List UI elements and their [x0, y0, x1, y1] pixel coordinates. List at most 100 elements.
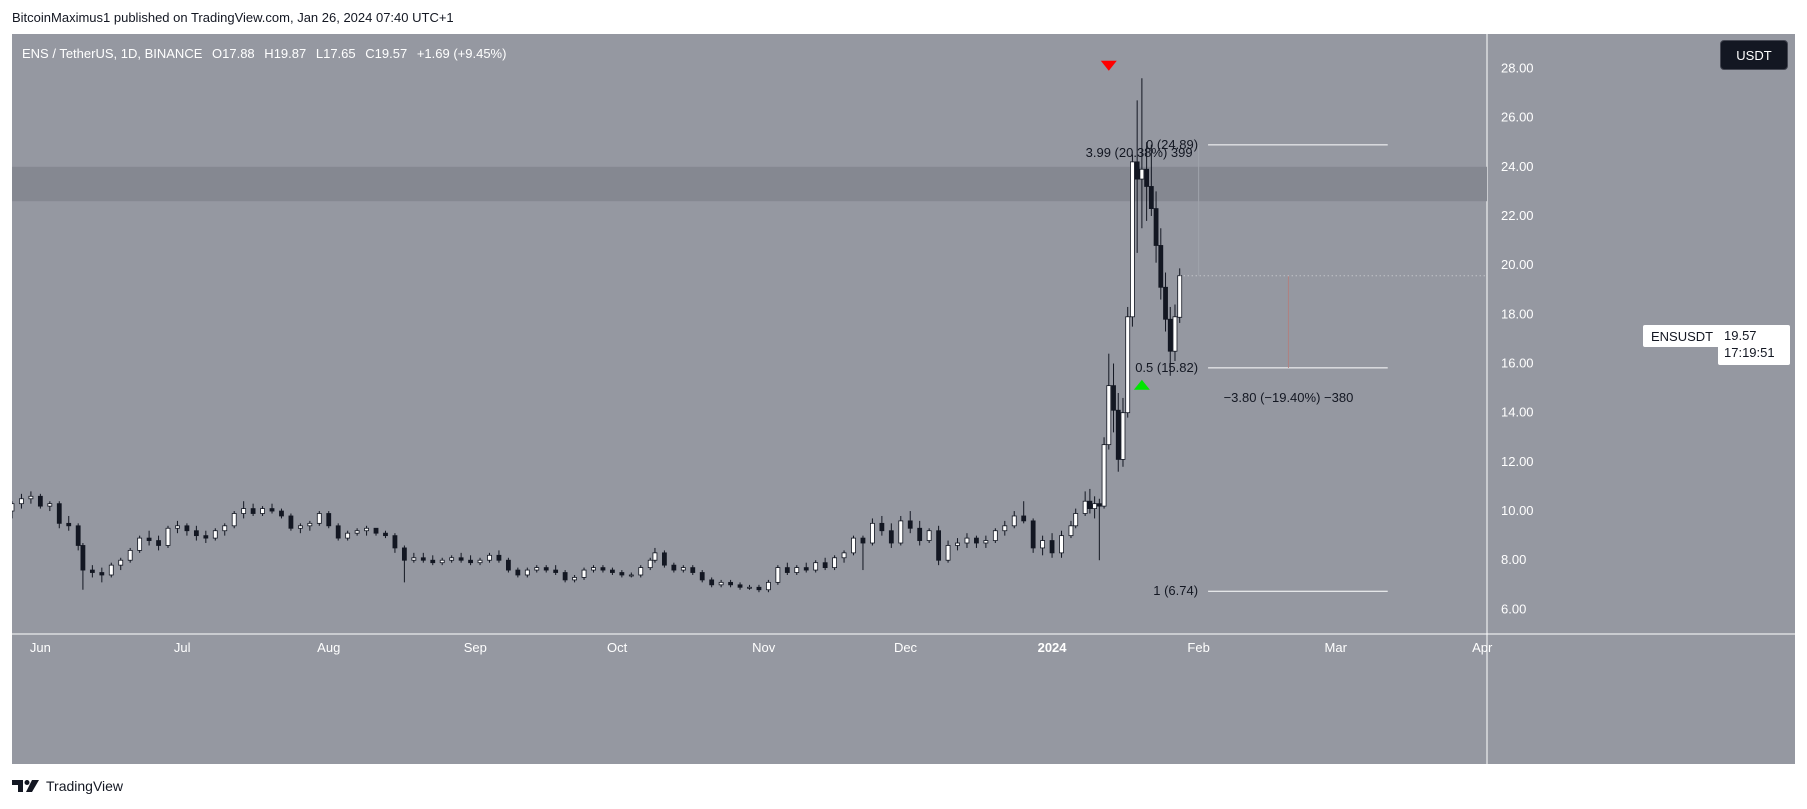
candle-body [288, 515, 294, 529]
candle-body [766, 581, 771, 591]
candle-body [543, 567, 549, 571]
fib-level-label: 0.5 (15.82) [1135, 360, 1198, 375]
candle-body [728, 581, 733, 586]
candle-body [203, 535, 209, 539]
candle-body [936, 530, 942, 561]
candle-body [879, 522, 885, 532]
candle-body [671, 564, 677, 571]
candle-body [19, 498, 24, 505]
candle-body [1130, 161, 1135, 318]
candle-body [326, 513, 332, 527]
candle-body [832, 557, 837, 569]
candle-body [524, 569, 530, 576]
candle-body [591, 567, 596, 571]
candle-body [955, 542, 960, 546]
price-tick-label: 22.00 [1501, 208, 1534, 223]
candle-body [1073, 513, 1079, 527]
candle-body [572, 577, 577, 581]
candle-body [108, 564, 114, 576]
bar-countdown: 17:19:51 [1724, 345, 1775, 360]
time-tick-label: Nov [752, 640, 776, 655]
candle-body [364, 527, 369, 532]
candle-body [1040, 540, 1046, 549]
candle-body [581, 569, 587, 578]
candle-body [1096, 503, 1102, 507]
candle-body [709, 579, 715, 586]
candle-body [1021, 515, 1027, 522]
candle-body [647, 559, 653, 569]
symbol-legend: ENS / TetherUS, 1D, BINANCE O17.88 H19.8… [22, 46, 506, 61]
candle-body [420, 557, 426, 561]
time-tick-label: Feb [1187, 640, 1209, 655]
tradingview-logo[interactable]: TradingView [12, 778, 123, 794]
price-tick-label: 24.00 [1501, 159, 1534, 174]
candle-body [907, 520, 913, 529]
close-value: 19.57 [374, 46, 408, 61]
candle-body [974, 537, 979, 544]
candle-body [99, 572, 105, 576]
candle-body [945, 545, 951, 561]
candle-body [505, 559, 511, 571]
candle-body [983, 540, 989, 544]
bottom-marker-triangle [1133, 379, 1150, 390]
candle-body [137, 537, 143, 551]
price-tick-label: 12.00 [1501, 454, 1534, 469]
candle-body [307, 522, 313, 527]
tradingview-brand-text: TradingView [46, 778, 124, 794]
high-value: 19.87 [273, 46, 307, 61]
candle-body [822, 562, 828, 569]
candle-body [335, 525, 341, 539]
time-tick-label: Mar [1325, 640, 1348, 655]
candle-body [803, 567, 809, 571]
candle-body [175, 525, 180, 529]
change-value: +1.69 (+9.45%) [416, 46, 507, 61]
candle-body [345, 532, 351, 539]
candle-body [775, 567, 781, 583]
candle-body [1167, 318, 1173, 352]
candle-body [260, 508, 265, 514]
candle-body [373, 527, 379, 534]
candle-body [279, 510, 284, 517]
currency-button[interactable]: USDT [1720, 40, 1788, 70]
candle-body [1106, 385, 1112, 446]
candle-body [562, 572, 568, 581]
time-tick-label: Jul [174, 640, 191, 655]
candle-body [1101, 444, 1107, 507]
candle-body [37, 495, 43, 507]
candle-body [193, 530, 199, 537]
published-by-text: BitcoinMaximus1 published on TradingView… [12, 10, 454, 25]
candle-body [662, 552, 667, 566]
candle-body [222, 525, 228, 532]
candle-body [1092, 503, 1098, 509]
candle-body [496, 554, 502, 561]
candle-body [888, 530, 894, 544]
high-key: H [264, 46, 274, 61]
candle-body [841, 552, 847, 559]
price-tick-label: 28.00 [1501, 60, 1534, 75]
price-tick-label: 8.00 [1501, 552, 1526, 567]
candle-body [439, 559, 445, 564]
time-tick-label: Apr [1472, 640, 1493, 655]
low-key: L [315, 46, 324, 61]
candle-body [449, 557, 455, 561]
candle-body [184, 525, 190, 532]
candle-body [610, 569, 615, 573]
last-price-label: 19.57 17:19:51 [1718, 325, 1790, 365]
candle-body [1139, 168, 1145, 180]
candle-body [619, 572, 625, 576]
candle-body [813, 562, 819, 571]
candle-body [898, 520, 904, 544]
candle-body [747, 586, 752, 589]
price-tick-label: 10.00 [1501, 503, 1534, 518]
open-value: 17.88 [222, 46, 255, 61]
candle-body [231, 513, 237, 527]
candle-body [269, 508, 275, 512]
candle-body [870, 522, 875, 544]
candle-body [241, 508, 247, 514]
candle-body [127, 549, 133, 561]
candle-body [1082, 500, 1088, 514]
candle-body [794, 567, 800, 573]
candle-body [80, 545, 86, 571]
candle-body [392, 535, 398, 549]
candlestick-chart[interactable]: 28.00 26.00 24.00 22.00 20.00 18.00 16.00 14.00… [12, 34, 1795, 764]
